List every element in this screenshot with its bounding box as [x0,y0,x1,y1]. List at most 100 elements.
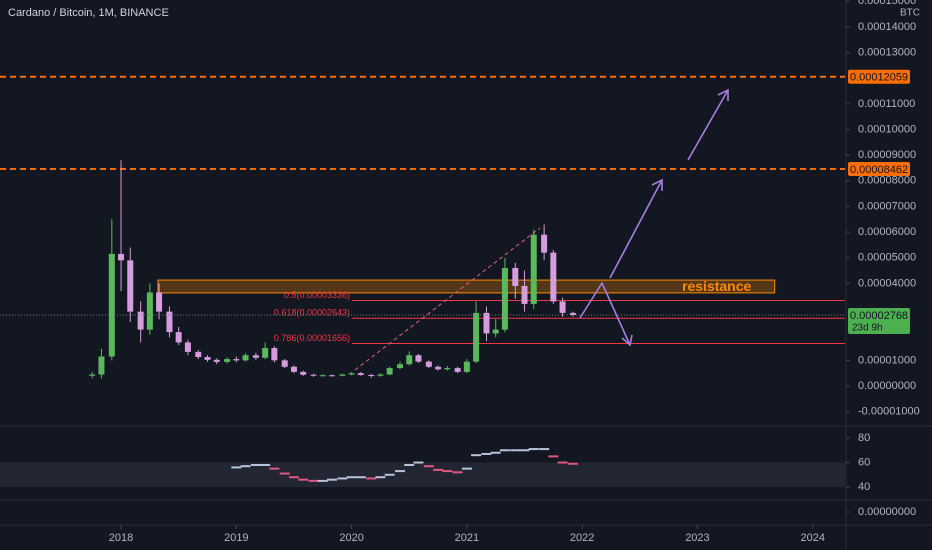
zone-label: resistance [682,278,751,294]
level-tag [848,161,910,176]
y-tick-label: 0.00000000 [858,506,916,518]
x-tick-label: 2019 [224,532,248,544]
candle-body [98,356,105,375]
candle-body [252,355,259,358]
indicator-segment [231,466,242,469]
candle-body [271,348,278,361]
y-tick-label: 0.00005000 [858,252,916,264]
y-tick-label: 40 [858,481,870,493]
indicator-segment [461,467,472,470]
indicator-segment [269,467,280,470]
indicator-segment [442,470,453,473]
candle-body [146,292,153,330]
candle-body [348,373,355,375]
y-tick-label: 0.00001000 [858,354,916,366]
indicator-segment [499,449,510,452]
candle-body [435,366,442,370]
arrowhead [621,334,633,347]
level-tag [848,69,910,84]
y-tick-label: 80 [858,432,870,444]
x-tick-label: 2022 [570,532,594,544]
y-tick-label: 0.00015000 [858,0,916,7]
candle-body [118,253,125,261]
indicator-segment [346,476,357,479]
y-tick-label: 0.00006000 [858,226,916,238]
indicator-segment [384,473,395,476]
arrow-path [579,281,631,346]
indicator-segment [490,451,501,454]
y-tick-label: 0.00010000 [858,123,916,135]
y-tick-label: 0.00009000 [858,149,916,161]
indicator-segment [317,479,328,482]
arrowhead [717,88,729,101]
indicator-segment [337,477,348,480]
candle-body [521,285,528,304]
candle-body [184,342,191,352]
indicator-segment [240,465,251,468]
candle-body [397,364,404,369]
y-tick-label: -0.00001000 [858,406,920,418]
y-tick-label: 0.00004000 [858,277,916,289]
candle-body [300,371,307,375]
candle-body [329,375,336,377]
indicator-segment [298,478,309,481]
candle-body [483,312,490,334]
candle-body [541,234,548,253]
candle-body [156,292,163,312]
fib-label: 0.786(0.00001656) [274,333,350,343]
chart-title: Cardano / Bitcoin, 1M, BINANCE [8,7,169,19]
candle-body [569,312,576,316]
candle-body [175,332,182,343]
candle-body [224,359,231,362]
y-tick-label: 0.00011000 [858,98,915,110]
indicator-segment [366,477,377,480]
candle-body [127,260,134,312]
candle-body [425,361,432,367]
candle-body [137,311,144,330]
candle-body [550,252,557,302]
indicator-segment [308,479,319,482]
candle-body [319,375,326,377]
indicator-band [0,462,845,488]
candle-body [512,268,519,286]
candle-body [233,359,240,361]
candle-body [290,366,297,372]
y-tick-label: 0.00000000 [858,380,916,392]
indicator-segment [567,462,578,465]
candle-body [454,368,461,372]
indicator-segment [288,476,299,479]
candle-body [108,253,115,357]
indicator-segment [471,454,482,457]
indicator-segment [395,470,406,473]
candle-body [492,329,499,334]
candle-body [377,374,384,376]
arrowhead [651,178,663,191]
candle-body [166,311,173,333]
candle-body [463,361,470,372]
trend-line [354,227,541,371]
candle-body [473,312,480,362]
indicator-segment [452,471,463,474]
indicator-segment [481,452,492,455]
candle-body [368,374,375,376]
fib-label: 0.5(0.00003336) [284,290,350,300]
indicator-segment [528,448,539,451]
arrow-path [609,179,663,279]
indicator-segment [404,463,415,466]
indicator-segment [557,461,568,464]
candle-body [357,373,364,375]
candle-body [415,355,422,362]
x-tick-label: 2024 [800,532,824,544]
indicator-segment [548,455,559,458]
arrow-path [687,89,729,161]
drawings [354,88,729,371]
indicator-segment [375,476,386,479]
candle-body [501,268,508,330]
indicator-segment [250,463,261,466]
candle-body [242,355,249,361]
fib-label: 0.618(0.00002643) [274,308,350,318]
y-tick-label: 60 [858,456,870,468]
x-tick-label: 2018 [109,532,133,544]
